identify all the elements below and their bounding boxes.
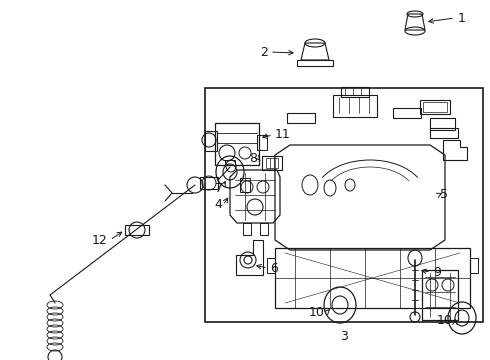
Bar <box>125 225 149 235</box>
Bar <box>341 87 369 97</box>
Bar <box>205 131 217 151</box>
Text: 10: 10 <box>309 306 325 319</box>
Bar <box>422 270 458 320</box>
Text: 6: 6 <box>270 261 278 274</box>
Bar <box>470 258 478 273</box>
Bar <box>200 177 218 189</box>
Bar <box>430 128 458 138</box>
Text: 2: 2 <box>260 45 268 58</box>
Bar <box>243 223 251 235</box>
Bar <box>393 108 421 118</box>
Bar <box>262 156 282 170</box>
Bar <box>260 223 268 235</box>
Text: 4: 4 <box>214 198 222 211</box>
Text: 8: 8 <box>249 152 257 165</box>
Bar <box>420 100 450 114</box>
Bar <box>297 60 333 66</box>
Bar <box>275 248 470 308</box>
Text: 3: 3 <box>340 329 348 342</box>
Text: 7: 7 <box>215 181 223 194</box>
Text: 5: 5 <box>440 189 448 202</box>
Text: 11: 11 <box>275 129 291 141</box>
Bar <box>257 135 267 150</box>
Bar <box>287 113 315 123</box>
Bar <box>205 88 483 322</box>
Text: 1: 1 <box>458 12 466 24</box>
Bar <box>423 102 447 112</box>
Bar <box>333 95 377 117</box>
Bar <box>267 258 275 273</box>
Bar <box>215 123 259 165</box>
Bar <box>225 160 235 165</box>
Bar <box>240 178 250 192</box>
Text: 12: 12 <box>92 234 108 247</box>
Bar <box>266 158 278 168</box>
Bar <box>430 118 455 130</box>
Text: 9: 9 <box>433 266 441 279</box>
Text: 10: 10 <box>437 314 453 327</box>
